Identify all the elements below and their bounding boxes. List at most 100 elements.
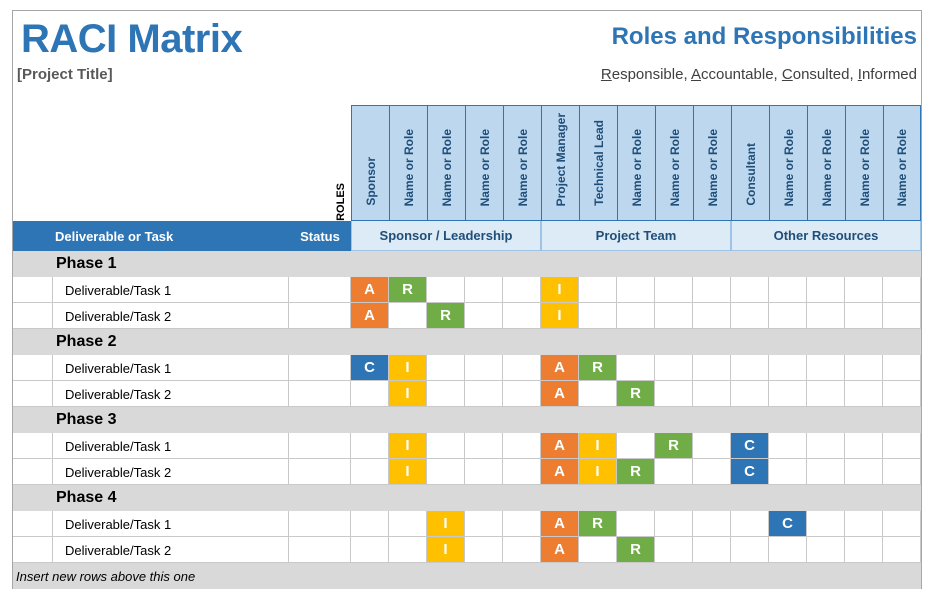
raci-cell[interactable]: R (427, 303, 465, 329)
role-header[interactable]: Name or Role (389, 105, 427, 221)
raci-cell[interactable] (845, 459, 883, 485)
raci-cell[interactable] (807, 459, 845, 485)
raci-cell[interactable] (655, 381, 693, 407)
raci-cell[interactable]: I (541, 303, 579, 329)
role-header[interactable]: Name or Role (655, 105, 693, 221)
raci-cell[interactable]: A (541, 355, 579, 381)
raci-cell[interactable] (579, 277, 617, 303)
raci-cell[interactable] (503, 433, 541, 459)
raci-cell[interactable] (465, 537, 503, 563)
raci-cell[interactable]: A (541, 381, 579, 407)
status-cell[interactable] (289, 277, 351, 303)
role-header[interactable]: Name or Role (845, 105, 883, 221)
role-header[interactable]: Technical Lead (579, 105, 617, 221)
role-header[interactable]: Name or Role (883, 105, 921, 221)
raci-cell[interactable] (693, 355, 731, 381)
raci-cell[interactable] (427, 381, 465, 407)
raci-cell[interactable] (845, 537, 883, 563)
status-cell[interactable] (289, 381, 351, 407)
raci-cell[interactable] (883, 381, 921, 407)
raci-cell[interactable] (655, 511, 693, 537)
raci-cell[interactable] (655, 459, 693, 485)
raci-cell[interactable] (769, 433, 807, 459)
status-cell[interactable] (289, 459, 351, 485)
raci-cell[interactable] (465, 511, 503, 537)
raci-cell[interactable]: A (541, 433, 579, 459)
raci-cell[interactable]: R (579, 511, 617, 537)
status-cell[interactable] (289, 355, 351, 381)
raci-cell[interactable] (883, 537, 921, 563)
raci-cell[interactable] (655, 355, 693, 381)
raci-cell[interactable] (465, 433, 503, 459)
raci-cell[interactable] (769, 381, 807, 407)
raci-cell[interactable] (845, 277, 883, 303)
raci-cell[interactable]: R (579, 355, 617, 381)
raci-cell[interactable]: R (617, 459, 655, 485)
raci-cell[interactable] (503, 277, 541, 303)
raci-cell[interactable] (731, 537, 769, 563)
raci-cell[interactable]: I (579, 433, 617, 459)
raci-cell[interactable] (731, 511, 769, 537)
raci-cell[interactable] (503, 381, 541, 407)
raci-cell[interactable] (693, 511, 731, 537)
raci-cell[interactable] (807, 433, 845, 459)
raci-cell[interactable]: A (351, 303, 389, 329)
raci-cell[interactable] (731, 303, 769, 329)
raci-cell[interactable]: C (769, 511, 807, 537)
raci-cell[interactable]: C (351, 355, 389, 381)
raci-cell[interactable] (465, 381, 503, 407)
raci-cell[interactable]: I (389, 381, 427, 407)
raci-cell[interactable]: C (731, 459, 769, 485)
role-header[interactable]: Project Manager (541, 105, 579, 221)
raci-cell[interactable] (693, 537, 731, 563)
role-header[interactable]: Consultant (731, 105, 769, 221)
status-cell[interactable] (289, 537, 351, 563)
raci-cell[interactable] (579, 381, 617, 407)
raci-cell[interactable]: I (427, 511, 465, 537)
raci-cell[interactable] (427, 459, 465, 485)
raci-cell[interactable] (655, 277, 693, 303)
raci-cell[interactable] (883, 511, 921, 537)
raci-cell[interactable] (351, 511, 389, 537)
raci-cell[interactable] (389, 537, 427, 563)
raci-cell[interactable] (769, 277, 807, 303)
raci-cell[interactable] (617, 277, 655, 303)
raci-cell[interactable] (503, 537, 541, 563)
raci-cell[interactable] (503, 459, 541, 485)
role-header[interactable]: Name or Role (693, 105, 731, 221)
raci-cell[interactable] (731, 355, 769, 381)
raci-cell[interactable] (693, 277, 731, 303)
raci-cell[interactable]: I (389, 433, 427, 459)
task-name-cell[interactable] (53, 433, 289, 459)
raci-cell[interactable] (845, 381, 883, 407)
raci-cell[interactable] (351, 537, 389, 563)
raci-cell[interactable] (693, 381, 731, 407)
raci-cell[interactable] (731, 277, 769, 303)
raci-cell[interactable] (883, 277, 921, 303)
raci-cell[interactable]: A (351, 277, 389, 303)
raci-cell[interactable] (465, 459, 503, 485)
task-name-cell[interactable] (53, 537, 289, 563)
raci-cell[interactable]: I (541, 277, 579, 303)
raci-cell[interactable]: A (541, 511, 579, 537)
raci-cell[interactable] (845, 355, 883, 381)
raci-cell[interactable] (883, 459, 921, 485)
raci-cell[interactable] (845, 511, 883, 537)
raci-cell[interactable] (807, 511, 845, 537)
raci-cell[interactable] (427, 355, 465, 381)
raci-cell[interactable] (351, 381, 389, 407)
task-name-cell[interactable] (53, 277, 289, 303)
raci-cell[interactable]: R (617, 537, 655, 563)
raci-cell[interactable] (693, 459, 731, 485)
raci-cell[interactable]: A (541, 537, 579, 563)
raci-cell[interactable] (465, 277, 503, 303)
raci-cell[interactable] (617, 303, 655, 329)
task-name-cell[interactable] (53, 355, 289, 381)
raci-cell[interactable]: R (655, 433, 693, 459)
project-title[interactable]: [Project Title] (17, 66, 113, 83)
role-header[interactable]: Name or Role (617, 105, 655, 221)
raci-cell[interactable] (693, 433, 731, 459)
raci-cell[interactable] (617, 433, 655, 459)
role-header[interactable]: Sponsor (351, 105, 389, 221)
raci-cell[interactable] (465, 355, 503, 381)
